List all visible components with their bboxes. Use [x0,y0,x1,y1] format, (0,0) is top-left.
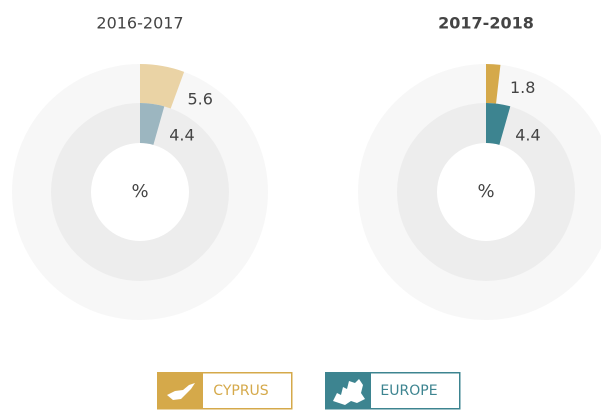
center-label: % [131,181,148,202]
legend-icon [333,379,365,405]
donut-segment [486,103,511,145]
donut-segment [140,103,165,145]
legend-item: CYPRUS [157,372,293,410]
data-label: 1.8 [510,78,535,97]
donut-segment [486,64,501,104]
data-label: 4.4 [169,125,194,144]
legend-label: CYPRUS [213,383,268,399]
donut-hole [437,143,535,241]
legend-item: EUROPE [325,372,461,410]
data-label: 4.4 [515,125,540,144]
legend-label: EUROPE [380,383,437,399]
donut-segment [140,64,185,109]
chart-title: 2016-2017 [96,14,183,33]
data-label: 5.6 [187,89,212,108]
center-label: % [477,181,494,202]
chart-title: 2017-2018 [438,14,534,33]
legend-icon [167,383,195,400]
donut-hole [91,143,189,241]
